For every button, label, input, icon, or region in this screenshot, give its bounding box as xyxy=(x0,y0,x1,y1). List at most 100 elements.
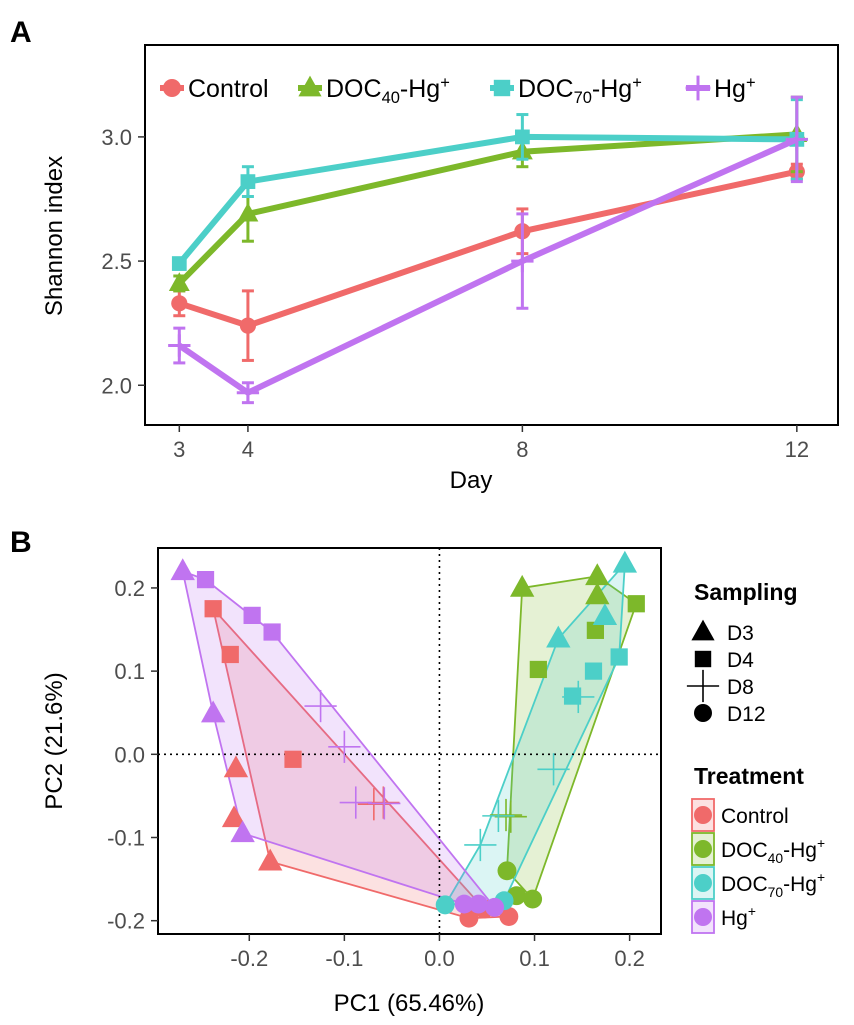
pc1-tick-label: 0.0 xyxy=(424,946,455,971)
pca-point-control-d4-5 xyxy=(284,750,302,768)
pca-point-doc70-hg-d8-6 xyxy=(562,680,595,714)
treatment-legend-label-doc40-hg-sub: 40 xyxy=(768,850,784,866)
panel-a-plot-area xyxy=(144,44,839,426)
data-point-hg-day12 xyxy=(785,128,808,151)
treatment-legend-label-doc40-hg: DOC40-Hg+ xyxy=(721,835,825,866)
sampling-legend-label-d12: D12 xyxy=(727,703,766,726)
treatment-legend-label-doc40-hg-sup: + xyxy=(817,835,825,851)
pc2-tick-label: 0.0 xyxy=(114,742,145,767)
pc1-tick-label: 0.1 xyxy=(519,946,550,971)
sampling-legend-label-d8: D8 xyxy=(727,676,754,699)
treatment-legend-label-doc70-hg-tail: -Hg xyxy=(783,873,817,896)
panel-b-label: B xyxy=(10,526,32,559)
pc2-tick-label: 0.2 xyxy=(114,576,145,601)
data-point-doc40-hg-day4 xyxy=(237,202,259,222)
legend-label-hg: Hg+ xyxy=(714,74,756,103)
pc2-tick-label: -0.2 xyxy=(107,909,145,934)
data-point-hg-day4 xyxy=(236,381,260,404)
legend-label-doc40-hg: DOC40-Hg+ xyxy=(326,74,450,107)
pc1-tick-label: -0.2 xyxy=(230,946,268,971)
pca-point-doc40-hg-d4-5 xyxy=(529,660,547,679)
pca-point-doc40-hg-d8-7 xyxy=(489,798,523,832)
legend-label-doc70-hg-tail: -Hg xyxy=(592,75,632,103)
pc1-tick-label: -0.1 xyxy=(325,946,363,971)
pca-point-doc40-hg-d4-3 xyxy=(627,595,645,613)
sampling-legend-marker-d8 xyxy=(686,669,720,703)
treatment-legend-title: Treatment xyxy=(694,763,804,789)
legend-label-doc40-hg-tail: -Hg xyxy=(400,75,440,103)
series-line-doc70-hg xyxy=(177,133,797,266)
x-axis-label: Day xyxy=(450,467,493,494)
legend-label-doc70-hg-sup: + xyxy=(632,74,642,92)
pca-point-doc70-hg-d3-0 xyxy=(612,550,638,573)
pca-point-doc40-hg-d8-6 xyxy=(494,800,527,833)
legend-label-control: Control xyxy=(188,75,269,103)
legend-label-doc40-hg-sub: 40 xyxy=(382,89,400,107)
pca-point-doc70-hg-d3-2 xyxy=(546,625,571,648)
data-point-doc70-hg-day3 xyxy=(171,256,187,271)
pc1-axis-label: PC1 (65.46%) xyxy=(334,990,485,1017)
pca-point-doc70-hg-d4-4 xyxy=(584,662,603,680)
legend-label-doc70-hg: DOC70-Hg+ xyxy=(518,74,642,107)
treatment-legend-label-doc70-hg-sub: 70 xyxy=(768,884,784,900)
treatment-legend-marker-hg xyxy=(694,908,712,926)
treatment-legend-label-doc40-hg-tail: -Hg xyxy=(783,839,817,862)
x-tick-label-3: 3 xyxy=(173,437,185,462)
pca-point-hg-d3-0 xyxy=(170,558,195,581)
data-point-doc70-hg-day4 xyxy=(240,174,256,189)
sampling-legend-marker-d4 xyxy=(694,650,712,668)
panel-a-chart: 3 4 8 122.02.53.0 Control DOC40-Hg+ DOC70-Hg+… xyxy=(41,44,839,494)
pca-point-control-d3-1 xyxy=(221,805,247,828)
treatment-legend-marker-control xyxy=(694,806,712,824)
pc2-tick-label: -0.1 xyxy=(107,826,145,851)
y-tick-label-2.5: 2.5 xyxy=(101,249,132,274)
sampling-legend-label-d4: D4 xyxy=(727,649,754,672)
legend-label-hg-main: Hg xyxy=(714,75,746,103)
panel-a-label: A xyxy=(10,16,32,49)
x-tick-label-12: 12 xyxy=(785,437,809,462)
pca-point-hg-d8-6 xyxy=(304,689,337,723)
pca-point-hg-d3-1 xyxy=(200,700,226,723)
pca-point-doc70-hg-d3-1 xyxy=(592,603,618,626)
legend-marker-hg xyxy=(685,75,711,101)
pca-point-hg-d3-2 xyxy=(230,820,255,843)
data-point-hg-day3 xyxy=(168,334,191,357)
pca-point-hg-d12-12 xyxy=(485,897,505,917)
legend-label-doc40-hg-sup: + xyxy=(440,74,450,92)
pca-point-control-d4-4 xyxy=(221,645,239,664)
legend-marker-doc70-hg xyxy=(493,79,511,97)
pca-point-hg-d4-3 xyxy=(196,571,215,589)
data-point-doc40-hg-day3 xyxy=(168,272,190,291)
legend-label-doc70-hg-main: DOC xyxy=(518,75,574,103)
pca-point-doc40-hg-d12-8 xyxy=(497,861,517,881)
pca-point-doc40-hg-d12-10 xyxy=(523,889,543,909)
pca-point-hg-d12-10 xyxy=(454,894,474,914)
pca-point-hg-d4-5 xyxy=(263,623,281,641)
treatment-legend-label-doc40-hg-main: DOC xyxy=(721,839,768,862)
panel-b-chart: -0.2 -0.1 0.0 0.1 0.2 -0.2 -0.1 0.0 0.1 0.2 Sampl… xyxy=(41,547,825,1017)
pca-point-control-d8-7 xyxy=(367,786,400,819)
legend-marker-control xyxy=(163,79,181,97)
pca-point-doc40-hg-d4-4 xyxy=(586,621,605,639)
treatment-legend-label-doc70-hg: DOC70-Hg+ xyxy=(721,869,825,900)
treatment-legend-label-control: Control xyxy=(721,805,789,828)
data-point-doc70-hg-day8 xyxy=(514,129,530,145)
pca-point-doc70-hg-d4-3 xyxy=(610,648,628,666)
pca-point-control-d3-2 xyxy=(258,848,283,871)
y-tick-label-2.0: 2.0 xyxy=(101,373,132,398)
treatment-legend-marker-doc40-hg xyxy=(694,840,712,858)
pc2-axis-label: PC2 (21.6%) xyxy=(41,672,68,809)
pca-point-doc70-hg-d8-8 xyxy=(482,799,515,832)
hull-doc40-hg xyxy=(506,575,638,901)
treatment-legend-label-hg-main: Hg xyxy=(721,907,748,930)
treatment-legend-label-hg-sup: + xyxy=(748,903,756,919)
legend-label-control-main: Control xyxy=(188,75,269,103)
hull-control xyxy=(211,605,510,920)
legend-label-doc40-hg-main: DOC xyxy=(326,75,382,103)
pca-point-doc70-hg-d12-10 xyxy=(435,895,455,915)
legend-marker-doc40-hg xyxy=(298,75,322,97)
series-line-doc40-hg xyxy=(177,131,798,286)
panel-b-plot-area xyxy=(157,547,662,935)
treatment-legend-label-control-main: Control xyxy=(721,805,789,828)
